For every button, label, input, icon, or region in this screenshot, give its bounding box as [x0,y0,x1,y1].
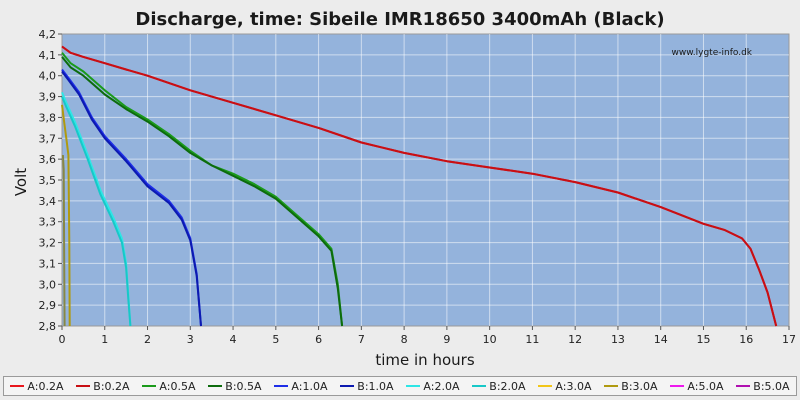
legend-label: A:3.0A [555,379,592,393]
legend-item: B:3.0A [604,379,658,393]
x-tick-label: 16 [739,333,753,346]
legend-item: A:3.0A [538,380,591,393]
x-tick-label: 7 [358,333,365,346]
legend-item: A:1.0A [274,380,327,393]
x-tick-label: 10 [483,333,497,346]
legend-label: A:1.0A [291,379,328,393]
legend-swatch [538,385,553,387]
y-tick-label: 3,5 [39,174,57,187]
x-tick-label: 9 [443,333,450,346]
y-tick-label: 2,8 [39,320,57,333]
legend-swatch [604,385,619,387]
legend-item: B:2.0A [472,379,526,393]
legend-item: A:0.2A [10,380,63,393]
legend-swatch [76,385,91,387]
legend-item: B:5.0A [736,379,790,393]
y-tick-label: 3,7 [39,132,57,145]
x-tick-label: 1 [101,333,108,346]
y-tick-label: 3,8 [39,111,57,124]
series-line [61,56,344,327]
x-tick-label: 8 [401,333,408,346]
discharge-chart: Discharge, time: Sibeile IMR18650 3400mA… [12,9,796,369]
legend-item: A:2.0A [406,380,459,393]
series-line [61,45,778,327]
legend-item: B:1.0A [340,379,394,393]
x-tick-label: 3 [187,333,194,346]
y-tick-label: 3,2 [39,237,57,250]
x-tick-label: 0 [59,333,66,346]
y-tick-label: 4,1 [39,49,57,62]
legend-label: B:0.2A [93,379,130,393]
y-tick-label: 3,0 [39,278,57,291]
x-tick-label: 6 [315,333,322,346]
y-axis-label: Volt [12,168,30,196]
legend-label: A:0.5A [159,379,196,393]
y-tick-label: 4,2 [39,28,57,41]
legend-item: A:0.5A [142,380,195,393]
x-axis-label: time in hours [375,351,474,369]
legend-item: A:5.0A [670,380,723,393]
x-tick-label: 12 [568,333,582,346]
legend-label: B:5.0A [753,379,790,393]
legend-swatch [406,385,421,387]
legend-label: A:0.2A [27,379,64,393]
legend-swatch [274,385,289,387]
x-tick-label: 15 [696,333,710,346]
y-tick-label: 4,0 [39,70,57,83]
x-tick-label: 13 [611,333,625,346]
legend-swatch [10,385,25,387]
legend-label: B:0.5A [225,379,262,393]
y-tick-label: 3,4 [39,195,57,208]
legend-item: B:0.2A [76,379,130,393]
legend-swatch [472,385,487,387]
legend-swatch [142,385,157,387]
legend-swatch [670,385,685,387]
x-tick-label: 17 [782,333,796,346]
y-tick-label: 3,9 [39,91,57,104]
series-line [61,70,202,327]
legend-label: A:5.0A [687,379,724,393]
y-axis-ticks: 2,8 2,9 3,0 3,1 3,2 3,3 3,4 3,5 3,6 3,7 3,8 3,9 4,0 4… [39,28,62,333]
y-tick-label: 3,3 [39,216,57,229]
legend-label: A:2.0A [423,379,460,393]
y-tick-label: 2,9 [39,299,57,312]
x-tick-label: 4 [230,333,237,346]
y-tick-label: 3,6 [39,153,57,166]
series-line [61,104,71,327]
legend-swatch [736,385,751,387]
x-tick-label: 11 [525,333,539,346]
y-tick-label: 3,1 [39,257,57,270]
legend-label: B:3.0A [621,379,658,393]
x-tick-label: 14 [654,333,668,346]
legend: A:0.2A B:0.2A A:0.5A B:0.5A A:1.0A B:1.0A A:2.… [3,376,797,396]
series-line [61,154,66,327]
x-tick-label: 5 [272,333,279,346]
watermark: www.lygte-info.dk [672,48,753,58]
legend-item: B:0.5A [208,379,262,393]
legend-swatch [340,385,355,387]
x-tick-label: 2 [144,333,151,346]
x-axis-ticks: 0 1 2 3 4 5 6 7 8 9 10 11 12 13 14 15 16 17 [59,326,796,346]
legend-label: B:2.0A [489,379,526,393]
legend-label: B:1.0A [357,379,394,393]
legend-swatch [208,385,223,387]
chart-title: Discharge, time: Sibeile IMR18650 3400mA… [135,9,664,30]
series-lines [61,45,778,327]
series-line [61,96,132,327]
